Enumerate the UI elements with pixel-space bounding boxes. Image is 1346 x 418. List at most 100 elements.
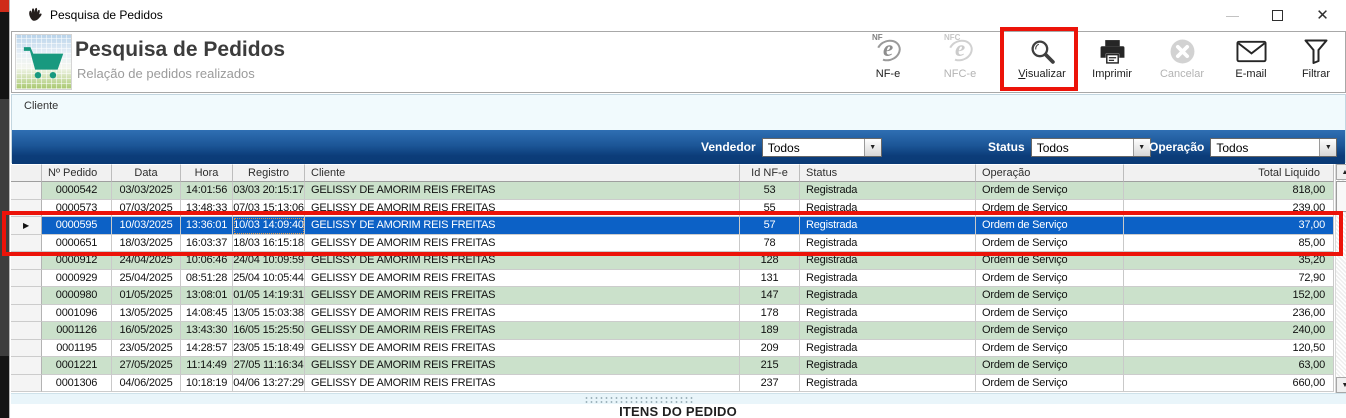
cell-operacao[interactable]: Ordem de Serviço [976, 252, 1124, 270]
visualizar-button[interactable]: Visualizar [1010, 35, 1074, 91]
scroll-up-button[interactable]: ▲ [1336, 164, 1346, 180]
cell-hora[interactable]: 13:36:01 [181, 217, 233, 235]
cell-status[interactable]: Registrada [800, 322, 976, 340]
cell-status[interactable]: Registrada [800, 304, 976, 322]
cell-cliente[interactable]: GELISSY DE AMORIM REIS FREITAS [305, 287, 740, 305]
cell-total[interactable]: 72,90 [1124, 269, 1334, 287]
cell-registro[interactable]: 16/05 15:25:50 [233, 322, 305, 340]
cell-sel[interactable] [11, 182, 42, 200]
cell-status[interactable]: Registrada [800, 234, 976, 252]
cell-cliente[interactable]: GELISSY DE AMORIM REIS FREITAS [305, 199, 740, 217]
cell-hora[interactable]: 10:06:46 [181, 252, 233, 270]
cell-pedido[interactable]: 0001195 [42, 339, 112, 357]
cell-total[interactable]: 239,00 [1124, 199, 1334, 217]
cell-total[interactable]: 236,00 [1124, 304, 1334, 322]
cell-sel[interactable] [11, 339, 42, 357]
cell-total[interactable]: 120,50 [1124, 339, 1334, 357]
cell-status[interactable]: Registrada [800, 182, 976, 200]
scrollbar-thumb[interactable] [1336, 181, 1346, 212]
cell-cliente[interactable]: GELISSY DE AMORIM REIS FREITAS [305, 304, 740, 322]
vendedor-select[interactable]: Todos ▼ [761, 137, 882, 157]
cell-idnfe[interactable]: 147 [740, 287, 800, 305]
cell-idnfe[interactable]: 57 [740, 217, 800, 235]
cell-registro[interactable]: 01/05 14:19:31 [233, 287, 305, 305]
cell-operacao[interactable]: Ordem de Serviço [976, 374, 1124, 392]
cell-idnfe[interactable]: 55 [740, 199, 800, 217]
cell-registro[interactable]: 23/05 15:18:49 [233, 339, 305, 357]
column-header-operacao[interactable]: Operação [976, 164, 1124, 182]
cell-data[interactable]: 27/05/2025 [112, 357, 181, 375]
cell-operacao[interactable]: Ordem de Serviço [976, 199, 1124, 217]
column-header-status[interactable]: Status [800, 164, 976, 182]
cell-operacao[interactable]: Ordem de Serviço [976, 217, 1124, 235]
cell-total[interactable]: 35,20 [1124, 252, 1334, 270]
cell-hora[interactable]: 16:03:37 [181, 234, 233, 252]
cell-total[interactable]: 37,00 [1124, 217, 1334, 235]
cell-hora[interactable]: 14:01:56 [181, 182, 233, 200]
filtrar-button[interactable]: Filtrar [1284, 35, 1346, 91]
cell-status[interactable]: Registrada [800, 217, 976, 235]
cell-sel[interactable] [11, 199, 42, 217]
cell-total[interactable]: 660,00 [1124, 374, 1334, 392]
cell-pedido[interactable]: 0001096 [42, 304, 112, 322]
column-header-registro[interactable]: Registro [233, 164, 305, 182]
cell-status[interactable]: Registrada [800, 252, 976, 270]
cell-sel[interactable] [11, 374, 42, 392]
cell-operacao[interactable]: Ordem de Serviço [976, 182, 1124, 200]
column-header-idnfe[interactable]: Id NF-e [740, 164, 800, 182]
cell-registro[interactable]: 27/05 11:16:34 [233, 357, 305, 375]
cell-cliente[interactable]: GELISSY DE AMORIM REIS FREITAS [305, 234, 740, 252]
cell-status[interactable]: Registrada [800, 269, 976, 287]
cell-sel[interactable] [11, 234, 42, 252]
maximize-button[interactable] [1255, 0, 1300, 30]
vertical-scrollbar[interactable]: ▲ ▼ [1335, 164, 1346, 393]
cell-registro[interactable]: 03/03 20:15:17 [233, 182, 305, 200]
cell-idnfe[interactable]: 78 [740, 234, 800, 252]
cell-data[interactable]: 13/05/2025 [112, 304, 181, 322]
chevron-down-icon[interactable]: ▼ [863, 138, 881, 156]
cell-idnfe[interactable]: 178 [740, 304, 800, 322]
table-row[interactable]: 0001126 16/05/2025 13:43:30 16/05 15:25:50 G… [11, 322, 1346, 340]
cell-cliente[interactable]: GELISSY DE AMORIM REIS FREITAS [305, 322, 740, 340]
table-row[interactable]: 0000929 25/04/2025 08:51:28 25/04 10:05:44 G… [11, 269, 1346, 287]
cell-data[interactable]: 23/05/2025 [112, 339, 181, 357]
cell-data[interactable]: 10/03/2025 [112, 217, 181, 235]
cell-data[interactable]: 07/03/2025 [112, 199, 181, 217]
table-row[interactable]: 0000573 07/03/2025 13:48:33 07/03 15:13:06 G… [11, 199, 1346, 217]
cell-pedido[interactable]: 0000912 [42, 252, 112, 270]
cell-data[interactable]: 24/04/2025 [112, 252, 181, 270]
cell-data[interactable]: 04/06/2025 [112, 374, 181, 392]
cell-hora[interactable]: 13:08:01 [181, 287, 233, 305]
cell-data[interactable]: 16/05/2025 [112, 322, 181, 340]
cell-cliente[interactable]: GELISSY DE AMORIM REIS FREITAS [305, 357, 740, 375]
cell-cliente[interactable]: GELISSY DE AMORIM REIS FREITAS [305, 269, 740, 287]
cell-cliente[interactable]: GELISSY DE AMORIM REIS FREITAS [305, 217, 740, 235]
cell-status[interactable]: Registrada [800, 357, 976, 375]
cell-pedido[interactable]: 0000980 [42, 287, 112, 305]
cell-data[interactable]: 25/04/2025 [112, 269, 181, 287]
table-row[interactable]: 0000980 01/05/2025 13:08:01 01/05 14:19:31 G… [11, 287, 1346, 305]
imprimir-button[interactable]: Imprimir [1080, 35, 1144, 91]
cell-sel[interactable] [11, 322, 42, 340]
cell-data[interactable]: 18/03/2025 [112, 234, 181, 252]
cell-registro[interactable]: 10/03 14:09:40 [233, 217, 305, 235]
cell-total[interactable]: 85,00 [1124, 234, 1334, 252]
minimize-button[interactable]: — [1226, 7, 1239, 23]
cell-registro[interactable]: 07/03 15:13:06 [233, 199, 305, 217]
selected-row-marker-icon[interactable]: ▶ [11, 217, 42, 235]
table-row[interactable]: 0001306 04/06/2025 10:18:19 04/06 13:27:29 G… [11, 374, 1346, 392]
cell-idnfe[interactable]: 189 [740, 322, 800, 340]
status-select[interactable]: Todos ▼ [1030, 137, 1151, 157]
cell-hora[interactable]: 14:28:57 [181, 339, 233, 357]
cell-hora[interactable]: 13:43:30 [181, 322, 233, 340]
scroll-down-button[interactable]: ▼ [1336, 377, 1346, 393]
chevron-down-icon[interactable]: ▼ [1319, 138, 1337, 156]
cell-registro[interactable]: 24/04 10:09:59 [233, 252, 305, 270]
table-row[interactable]: ▶ 0000595 10/03/2025 13:36:01 10/03 14:09:40… [11, 217, 1346, 235]
cell-cliente[interactable]: GELISSY DE AMORIM REIS FREITAS [305, 374, 740, 392]
chevron-down-icon[interactable]: ▼ [1132, 138, 1150, 156]
cell-idnfe[interactable]: 237 [740, 374, 800, 392]
cell-pedido[interactable]: 0001221 [42, 357, 112, 375]
table-row[interactable]: 0001221 27/05/2025 11:14:49 27/05 11:16:34 G… [11, 357, 1346, 375]
cell-total[interactable]: 63,00 [1124, 357, 1334, 375]
